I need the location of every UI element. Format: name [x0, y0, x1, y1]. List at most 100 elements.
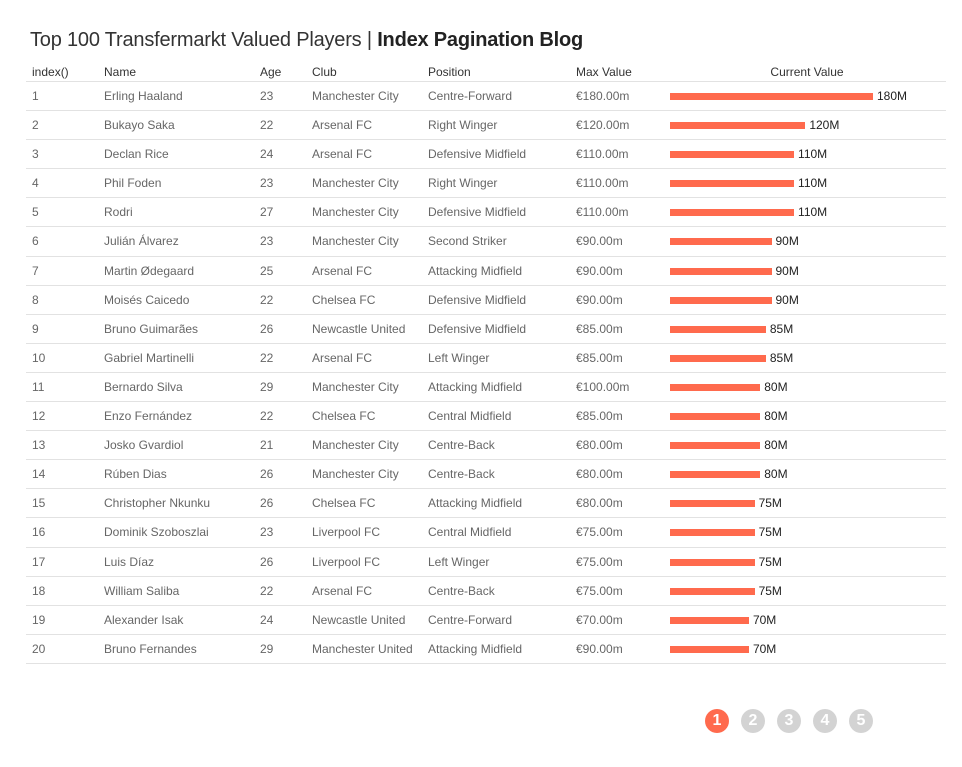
cell-name: Enzo Fernández	[104, 409, 193, 424]
current-value-label: 70M	[752, 612, 777, 627]
current-value-bar	[670, 325, 766, 333]
table-row: 9 Bruno Guimarães 26 Newcastle United Defens…	[26, 315, 946, 344]
current-value-label: 70M	[752, 641, 777, 656]
cell-club: Arsenal FC	[312, 583, 373, 598]
current-value-label: 75M	[758, 496, 782, 511]
cell-name: Bernardo Silva	[104, 379, 183, 394]
col-header-position[interactable]: Position	[428, 65, 471, 79]
cell-max-value: €70.00m	[576, 612, 623, 627]
cell-club: Liverpool FC	[312, 525, 381, 540]
table-body: 1 Erling Haaland 23 Manchester City Centre-F…	[26, 82, 946, 664]
current-value-label: 80M	[764, 379, 788, 394]
cell-position: Centre-Back	[428, 438, 495, 453]
cell-age: 24	[260, 612, 274, 627]
cell-index: 18	[32, 583, 46, 598]
cell-index: 16	[32, 525, 46, 540]
cell-name: Phil Foden	[104, 176, 162, 191]
cell-club: Manchester City	[312, 438, 399, 453]
cell-club: Manchester City	[312, 467, 399, 482]
cell-club: Chelsea FC	[312, 409, 376, 424]
current-value-label: 110M	[798, 176, 828, 191]
col-header-current-value[interactable]: Current Value	[770, 65, 844, 79]
cell-age: 24	[260, 147, 274, 162]
table-row: 20 Bruno Fernandes 29 Manchester United Atta…	[26, 635, 946, 664]
table-row: 14 Rúben Dias 26 Manchester City Centre-Back…	[26, 460, 946, 490]
cell-index: 15	[32, 496, 46, 511]
current-value-bar	[670, 645, 749, 653]
cell-age: 22	[260, 583, 274, 598]
cell-index: 8	[32, 292, 39, 307]
cell-index: 5	[32, 205, 39, 220]
page-button-4[interactable]: 4	[813, 709, 837, 733]
cell-index: 11	[32, 379, 45, 394]
table-row: 11 Bernardo Silva 29 Manchester City Attacki…	[26, 373, 946, 403]
table-row: 7 Martin Ødegaard 25 Arsenal FC Attacking Mi…	[26, 257, 946, 286]
cell-age: 23	[260, 234, 274, 249]
cell-max-value: €80.00m	[576, 496, 623, 511]
table-row: 5 Rodri 27 Manchester City Defensive Midfiel…	[26, 198, 946, 228]
current-value-bar	[670, 529, 755, 537]
table-row: 8 Moisés Caicedo 22 Chelsea FC Defensive Mid…	[26, 286, 946, 315]
current-value-label: 110M	[798, 205, 828, 220]
cell-max-value: €75.00m	[576, 525, 623, 540]
cell-age: 21	[260, 438, 274, 453]
cell-age: 27	[260, 205, 274, 220]
cell-name: Moisés Caicedo	[104, 292, 190, 307]
cell-age: 29	[260, 641, 274, 656]
table-row: 4 Phil Foden 23 Manchester City Right Winger…	[26, 169, 946, 199]
table-row: 17 Luis Díaz 26 Liverpool FC Left Winger €75.…	[26, 548, 946, 577]
col-header-name[interactable]: Name	[104, 65, 137, 79]
current-value-label: 110M	[798, 147, 828, 162]
cell-position: Centre-Forward	[428, 612, 513, 627]
current-value-label: 90M	[775, 292, 799, 307]
current-value-label: 75M	[758, 554, 782, 569]
current-value-label: 85M	[769, 321, 794, 336]
cell-age: 26	[260, 554, 274, 569]
cell-age: 23	[260, 525, 274, 540]
cell-position: Left Winger	[428, 554, 490, 569]
cell-club: Arsenal FC	[312, 350, 373, 365]
page-button-2[interactable]: 2	[741, 709, 765, 733]
table-row: 10 Gabriel Martinelli 22 Arsenal FC Left Win…	[26, 344, 946, 373]
cell-name: Declan Rice	[104, 147, 169, 162]
current-value-bar	[670, 296, 772, 304]
cell-club: Manchester City	[312, 234, 399, 249]
cell-age: 26	[260, 496, 274, 511]
cell-max-value: €90.00m	[576, 263, 623, 278]
current-value-label: 80M	[764, 438, 788, 453]
cell-name: Rúben Dias	[104, 467, 167, 482]
col-header-club[interactable]: Club	[312, 65, 337, 79]
cell-max-value: €110.00m	[576, 147, 629, 162]
table-row: 3 Declan Rice 24 Arsenal FC Defensive Midfie…	[26, 140, 946, 170]
table-row: 6 Julián Álvarez 23 Manchester City Second S…	[26, 227, 946, 257]
cell-age: 23	[260, 176, 274, 191]
current-value-bar	[670, 93, 873, 100]
col-header-age[interactable]: Age	[260, 65, 282, 79]
page-button-1[interactable]: 1	[705, 709, 729, 733]
dashboard-title: Top 100 Transfermarkt Valued Players | I…	[30, 29, 583, 52]
col-header-index[interactable]: index()	[32, 65, 69, 79]
col-header-max-value[interactable]: Max Value	[576, 65, 632, 79]
table-row: 19 Alexander Isak 24 Newcastle United Centre…	[26, 606, 946, 635]
cell-age: 22	[260, 292, 274, 307]
current-value-label: 180M	[877, 89, 908, 103]
current-value-label: 75M	[758, 525, 782, 540]
page-button-3[interactable]: 3	[777, 709, 801, 733]
cell-max-value: €75.00m	[576, 554, 623, 569]
cell-name: Julián Álvarez	[104, 234, 179, 249]
cell-name: Christopher Nkunku	[104, 496, 211, 511]
cell-index: 10	[32, 350, 46, 365]
cell-club: Newcastle United	[312, 612, 406, 627]
cell-name: Bruno Fernandes	[104, 641, 197, 656]
cell-age: 22	[260, 118, 274, 133]
cell-position: Second Striker	[428, 234, 507, 249]
cell-name: Josko Gvardiol	[104, 438, 184, 453]
page-button-5[interactable]: 5	[849, 709, 873, 733]
cell-index: 7	[32, 263, 39, 278]
current-value-bar	[670, 209, 795, 217]
cell-index: 14	[32, 467, 46, 482]
table-row: 15 Christopher Nkunku 26 Chelsea FC Attackin…	[26, 489, 946, 519]
cell-name: Dominik Szoboszlai	[104, 525, 209, 540]
cell-position: Central Midfield	[428, 409, 512, 424]
cell-position: Attacking Midfield	[428, 379, 523, 394]
